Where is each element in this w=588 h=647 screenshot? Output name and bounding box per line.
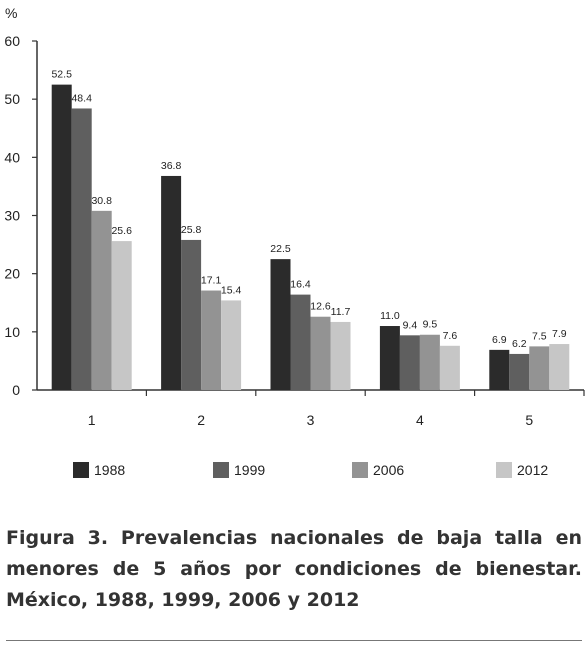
bar-2006-1 xyxy=(91,210,112,390)
y-tick-label: 10 xyxy=(4,324,20,340)
bar-2012-3 xyxy=(330,321,351,390)
bar-1999-3 xyxy=(290,294,311,390)
data-label: 17.1 xyxy=(201,275,222,287)
x-tick-label: 2 xyxy=(197,412,205,428)
data-label: 6.2 xyxy=(512,338,527,350)
bar-2012-1 xyxy=(111,241,132,390)
bar-1988-2 xyxy=(161,175,182,390)
bar-1999-1 xyxy=(71,108,92,391)
data-label: 25.6 xyxy=(111,225,132,237)
data-label: 16.4 xyxy=(290,279,311,291)
y-tick-label: 30 xyxy=(4,208,20,224)
data-label: 25.8 xyxy=(181,224,202,236)
legend-label: 1999 xyxy=(234,462,265,478)
bar-2012-5 xyxy=(549,344,570,390)
data-label: 9.4 xyxy=(403,319,418,331)
x-tick-label: 1 xyxy=(88,412,96,428)
bar-1999-5 xyxy=(509,353,530,390)
x-tick-label: 5 xyxy=(525,412,533,428)
legend-label: 1988 xyxy=(94,462,125,478)
bar-1988-3 xyxy=(270,259,291,390)
bar-1988-1 xyxy=(51,84,72,390)
data-label: 6.9 xyxy=(492,334,507,346)
bar-2006-2 xyxy=(201,290,222,390)
legend-swatch-2012 xyxy=(496,462,512,478)
y-tick-label: 0 xyxy=(12,382,20,398)
bar-1999-2 xyxy=(181,239,202,390)
y-unit-label: % xyxy=(5,5,17,21)
data-label: 7.6 xyxy=(443,330,458,342)
y-tick-label: 60 xyxy=(4,33,20,49)
y-tick-label: 50 xyxy=(4,91,20,107)
data-label: 7.5 xyxy=(532,330,547,342)
legend-swatch-2006 xyxy=(352,462,368,478)
bar-2012-2 xyxy=(221,300,242,390)
bar-2006-5 xyxy=(529,346,550,390)
data-label: 36.8 xyxy=(161,160,182,172)
bar-2012-4 xyxy=(439,345,460,390)
legend-swatch-1999 xyxy=(213,462,229,478)
legend-swatch-1988 xyxy=(73,462,89,478)
data-label: 11.0 xyxy=(380,310,400,322)
data-label: 15.4 xyxy=(221,284,242,296)
data-label: 7.9 xyxy=(552,328,567,340)
bottom-rule xyxy=(6,640,582,641)
data-label: 30.8 xyxy=(91,195,112,207)
data-label: 48.4 xyxy=(71,92,92,104)
data-label: 52.5 xyxy=(51,69,72,81)
x-tick-label: 4 xyxy=(416,412,424,428)
bar-chart: 0 10 20 30 40 50 60% 52.5 48.4 30.8 25.6 1 36.8 25.8 1… xyxy=(4,5,585,478)
data-label: 12.6 xyxy=(310,301,331,313)
figure-caption: Figura 3. Prevalencias nacionales de baj… xyxy=(6,527,582,611)
data-label: 11.7 xyxy=(331,306,351,318)
bar-1988-4 xyxy=(379,326,400,390)
x-tick-label: 3 xyxy=(307,412,315,428)
bar-2006-3 xyxy=(310,316,331,390)
bar-1988-5 xyxy=(489,349,510,390)
data-label: 22.5 xyxy=(270,243,291,255)
legend-label: 2006 xyxy=(373,462,404,478)
y-tick-label: 40 xyxy=(4,149,20,165)
bar-2006-4 xyxy=(419,334,440,390)
bar-1999-4 xyxy=(399,335,420,390)
legend-label: 2012 xyxy=(517,462,548,478)
y-tick-label: 20 xyxy=(4,266,20,282)
data-label: 9.5 xyxy=(423,319,438,331)
